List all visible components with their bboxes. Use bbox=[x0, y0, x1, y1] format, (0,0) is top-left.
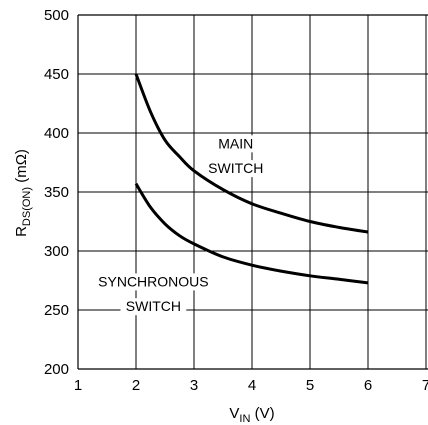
y-tick-label: 500 bbox=[44, 7, 69, 24]
synchronous-switch-label: SWITCH bbox=[126, 298, 181, 314]
y-tick-label: 400 bbox=[44, 125, 69, 142]
annotation-bg bbox=[97, 273, 210, 291]
synchronous-switch-curve bbox=[134, 182, 369, 285]
annotation-backgrounds bbox=[97, 135, 269, 316]
annotations: MAIN SWITCH SYNCHRONOUS SWITCH bbox=[98, 135, 263, 314]
x-tick-label: 3 bbox=[190, 377, 198, 394]
y-tick-label: 350 bbox=[44, 184, 69, 201]
x-tick-label: 2 bbox=[132, 377, 140, 394]
x-tick-label: 5 bbox=[306, 377, 314, 394]
main-switch-curve bbox=[134, 73, 369, 234]
y-tick-label: 250 bbox=[44, 302, 69, 319]
synchronous-switch-label: SYNCHRONOUS bbox=[98, 273, 208, 289]
main-switch-label: MAIN bbox=[218, 135, 253, 151]
y-tick-label: 200 bbox=[44, 361, 69, 378]
annotation-bg bbox=[202, 160, 269, 178]
annotation-bg bbox=[212, 135, 260, 153]
grid bbox=[77, 14, 428, 370]
main-switch-label: SWITCH bbox=[208, 160, 263, 176]
x-tick-label: 7 bbox=[422, 377, 428, 394]
x-tick-label: 4 bbox=[248, 377, 256, 394]
annotation-bg bbox=[120, 298, 187, 316]
x-tick-label: 6 bbox=[364, 377, 372, 394]
tick-labels: 1 2 3 4 5 6 7 200 250 300 350 400 450 500 bbox=[44, 7, 428, 394]
series-layer bbox=[134, 73, 369, 285]
x-tick-label: 1 bbox=[74, 377, 82, 394]
y-axis-label: RDS(ON) (mΩ) bbox=[13, 149, 33, 237]
y-tick-label: 300 bbox=[44, 243, 69, 260]
x-axis-label: VIN (V) bbox=[229, 405, 274, 425]
y-tick-label: 450 bbox=[44, 66, 69, 83]
